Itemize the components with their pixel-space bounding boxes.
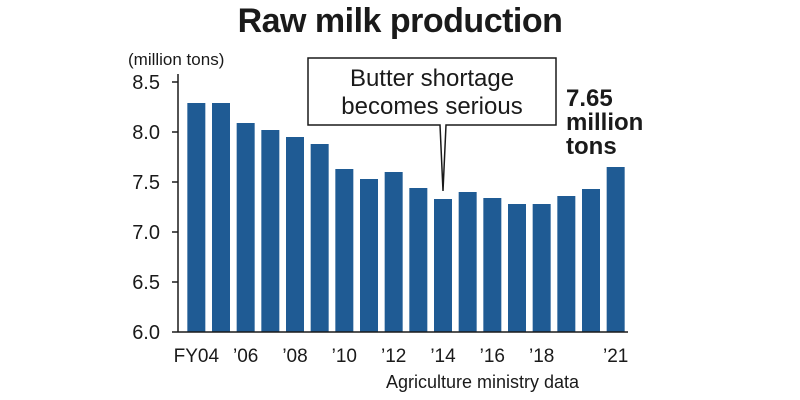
x-tick-label: FY04 (174, 346, 220, 367)
annotation-text-line: Butter shortage (350, 65, 514, 92)
annotation-text-line: becomes serious (341, 93, 522, 120)
y-tick-label: 7.5 (132, 172, 160, 194)
y-axis: 6.0 6.5 7.0 7.5 8.0 8.5 (132, 72, 179, 344)
bar-fy11 (360, 179, 378, 332)
bar-fy16 (483, 198, 502, 332)
bar-fy10 (335, 169, 354, 332)
bar-fy15 (458, 192, 477, 332)
highlight-value-label: million (566, 109, 643, 136)
annotation-callout-box (307, 57, 557, 192)
bars (187, 103, 625, 332)
x-tick-label: ’18 (529, 346, 554, 367)
bar-fy12 (384, 172, 403, 332)
x-tick-label: ’10 (332, 346, 357, 367)
bar-fy13 (409, 188, 428, 332)
data-source-note: Agriculture ministry data (386, 372, 580, 392)
bar-fy05 (212, 103, 230, 332)
bar-fy14 (434, 199, 452, 332)
bar-fy08 (286, 137, 304, 332)
highlight-value-label: tons (566, 133, 617, 160)
x-axis: FY04 ’06 ’08 ’10 ’12 ’14 ’16 ’18 ’21 (174, 331, 628, 367)
bar-fy19 (557, 196, 576, 332)
x-tick-label: ’06 (233, 346, 258, 367)
bar-fy18 (532, 204, 551, 332)
x-tick-label: ’12 (381, 346, 406, 367)
x-tick-label: ’14 (430, 346, 456, 367)
y-tick-label: 8.5 (132, 72, 160, 94)
y-tick-label: 8.0 (132, 122, 160, 144)
bar-fy07 (261, 130, 280, 332)
x-tick-label: ’08 (282, 346, 307, 367)
y-tick-label: 7.0 (132, 222, 160, 244)
highlight-value-label: 7.65 (566, 85, 613, 112)
bar-fy06 (236, 123, 255, 332)
y-tick-label: 6.5 (132, 272, 160, 294)
y-tick-label: 6.0 (132, 322, 160, 344)
bar-fy21 (606, 167, 625, 332)
bar-fy17 (508, 204, 526, 332)
chart-title: Raw milk production (237, 2, 563, 40)
x-tick-label: ’16 (480, 346, 505, 367)
bar-fy20 (582, 189, 600, 332)
x-tick-label: ’21 (603, 346, 628, 367)
bar-fy09 (310, 144, 329, 332)
y-axis-unit-label: (million tons) (128, 50, 225, 69)
bar-fy04 (187, 103, 206, 332)
